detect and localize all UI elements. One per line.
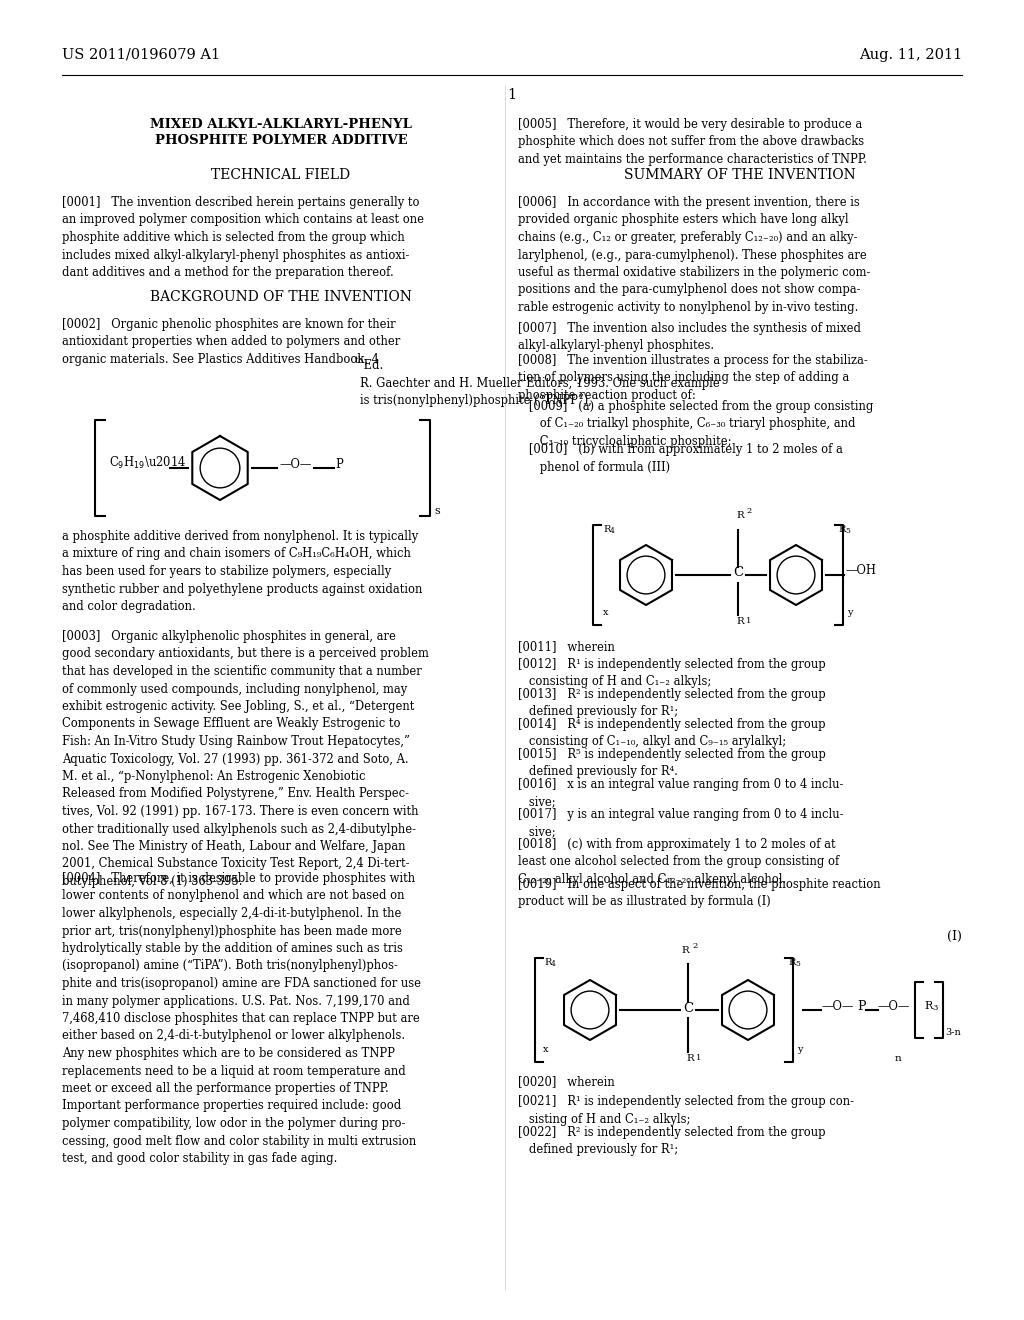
Text: [0017]   y is an integral value ranging from 0 to 4 inclu-
   sive;: [0017] y is an integral value ranging fr… — [518, 808, 844, 838]
Text: TECHNICAL FIELD: TECHNICAL FIELD — [211, 168, 350, 182]
Text: R: R — [924, 1001, 932, 1011]
Text: 1: 1 — [746, 616, 752, 624]
Text: R: R — [736, 616, 743, 626]
Text: s: s — [434, 506, 439, 516]
Text: —OH: —OH — [845, 565, 876, 578]
Text: [0002]   Organic phenolic phosphites are known for their
antioxidant properties : [0002] Organic phenolic phosphites are k… — [62, 318, 400, 366]
Text: R: R — [686, 1053, 694, 1063]
Text: [0020]   wherein: [0020] wherein — [518, 1074, 614, 1088]
Text: 2: 2 — [746, 507, 752, 515]
Text: [0005]   Therefore, it would be very desirable to produce a
phosphite which does: [0005] Therefore, it would be very desir… — [518, 117, 867, 166]
Text: PHOSPHITE POLYMER ADDITIVE: PHOSPHITE POLYMER ADDITIVE — [155, 135, 408, 147]
Text: [0019]   In one aspect of the invention, the phosphite reaction
product will be : [0019] In one aspect of the invention, t… — [518, 878, 881, 908]
Text: 1: 1 — [696, 1053, 701, 1063]
Text: Aug. 11, 2011: Aug. 11, 2011 — [859, 48, 962, 62]
Text: y: y — [847, 609, 853, 616]
Text: [0012]   R¹ is independently selected from the group
   consisting of H and C₁₋₂: [0012] R¹ is independently selected from… — [518, 657, 825, 689]
Text: [0011]   wherein: [0011] wherein — [518, 640, 614, 653]
Text: P: P — [857, 999, 865, 1012]
Text: [0021]   R¹ is independently selected from the group con-
   sisting of H and C₁: [0021] R¹ is independently selected from… — [518, 1096, 854, 1126]
Text: R: R — [838, 525, 846, 535]
Text: 3: 3 — [932, 1005, 937, 1012]
Text: C: C — [683, 1002, 693, 1015]
Text: R: R — [681, 946, 689, 954]
Text: [0018]   (c) with from approximately 1 to 2 moles of at
least one alcohol select: [0018] (c) with from approximately 1 to … — [518, 838, 840, 886]
Text: (I): (I) — [947, 931, 962, 942]
Text: R: R — [603, 525, 610, 535]
Text: x: x — [603, 609, 608, 616]
Text: —O—: —O— — [878, 999, 910, 1012]
Text: [0007]   The invention also includes the synthesis of mixed
alkyl-alkylaryl-phen: [0007] The invention also includes the s… — [518, 322, 861, 352]
Text: n: n — [895, 1053, 901, 1063]
Text: BACKGROUND OF THE INVENTION: BACKGROUND OF THE INVENTION — [151, 290, 412, 304]
Text: 3-n: 3-n — [945, 1028, 961, 1038]
Text: y: y — [797, 1045, 803, 1053]
Text: 1: 1 — [508, 88, 516, 102]
Text: US 2011/0196079 A1: US 2011/0196079 A1 — [62, 48, 220, 62]
Text: [0006]   In accordance with the present invention, there is
provided organic pho: [0006] In accordance with the present in… — [518, 195, 870, 314]
Text: [0009]   (a) a phosphite selected from the group consisting
      of C₁₋₂₀ trial: [0009] (a) a phosphite selected from the… — [518, 400, 873, 447]
Text: [0014]   R⁴ is independently selected from the group
   consisting of C₁₋₁₀, alk: [0014] R⁴ is independently selected from… — [518, 718, 825, 748]
Text: R: R — [544, 958, 551, 968]
Text: P: P — [335, 458, 343, 470]
Text: 5: 5 — [845, 527, 850, 535]
Text: [0003]   Organic alkylphenolic phosphites in general, are
good secondary antioxi: [0003] Organic alkylphenolic phosphites … — [62, 630, 429, 888]
Text: [0010]   (b) with from approximately 1 to 2 moles of a
      phenol of formula (: [0010] (b) with from approximately 1 to … — [518, 444, 843, 474]
Text: [0015]   R⁵ is independently selected from the group
   defined previously for R: [0015] R⁵ is independently selected from… — [518, 748, 825, 779]
Text: 4: 4 — [551, 960, 556, 968]
Text: 4: 4 — [610, 527, 614, 535]
Text: a phosphite additive derived from nonylphenol. It is typically
a mixture of ring: a phosphite additive derived from nonylp… — [62, 531, 422, 612]
Text: —O—: —O— — [821, 999, 853, 1012]
Text: R: R — [736, 511, 743, 520]
Text: [0004]   Therefore, it is desirable to provide phosphites with
lower contents of: [0004] Therefore, it is desirable to pro… — [62, 873, 421, 1166]
Text: —O—: —O— — [279, 458, 311, 470]
Text: 2: 2 — [692, 942, 697, 950]
Text: [0008]   The invention illustrates a process for the stabiliza-
tion of polymers: [0008] The invention illustrates a proce… — [518, 354, 867, 403]
Text: [0013]   R² is independently selected from the group
   defined previously for R: [0013] R² is independently selected from… — [518, 688, 825, 718]
Text: [0022]   R² is independently selected from the group
   defined previously for R: [0022] R² is independently selected from… — [518, 1126, 825, 1156]
Text: MIXED ALKYL-ALKLARYL-PHENYL: MIXED ALKYL-ALKLARYL-PHENYL — [151, 117, 412, 131]
Text: SUMMARY OF THE INVENTION: SUMMARY OF THE INVENTION — [624, 168, 856, 182]
Text: 5: 5 — [795, 960, 800, 968]
Text: [0016]   x is an integral value ranging from 0 to 4 inclu-
   sive;: [0016] x is an integral value ranging fr… — [518, 777, 844, 808]
Text: Ed.
R. Gaechter and H. Mueller Editors, 1993. One such example
is tris(nonylphen: Ed. R. Gaechter and H. Mueller Editors, … — [360, 359, 720, 407]
Text: x: x — [543, 1045, 549, 1053]
Text: C$_9$H$_{19}$\u2014: C$_9$H$_{19}$\u2014 — [109, 455, 186, 471]
Text: C: C — [733, 566, 743, 579]
Text: R: R — [788, 958, 796, 968]
Text: th: th — [355, 356, 365, 366]
Text: [0001]   The invention described herein pertains generally to
an improved polyme: [0001] The invention described herein pe… — [62, 195, 424, 279]
